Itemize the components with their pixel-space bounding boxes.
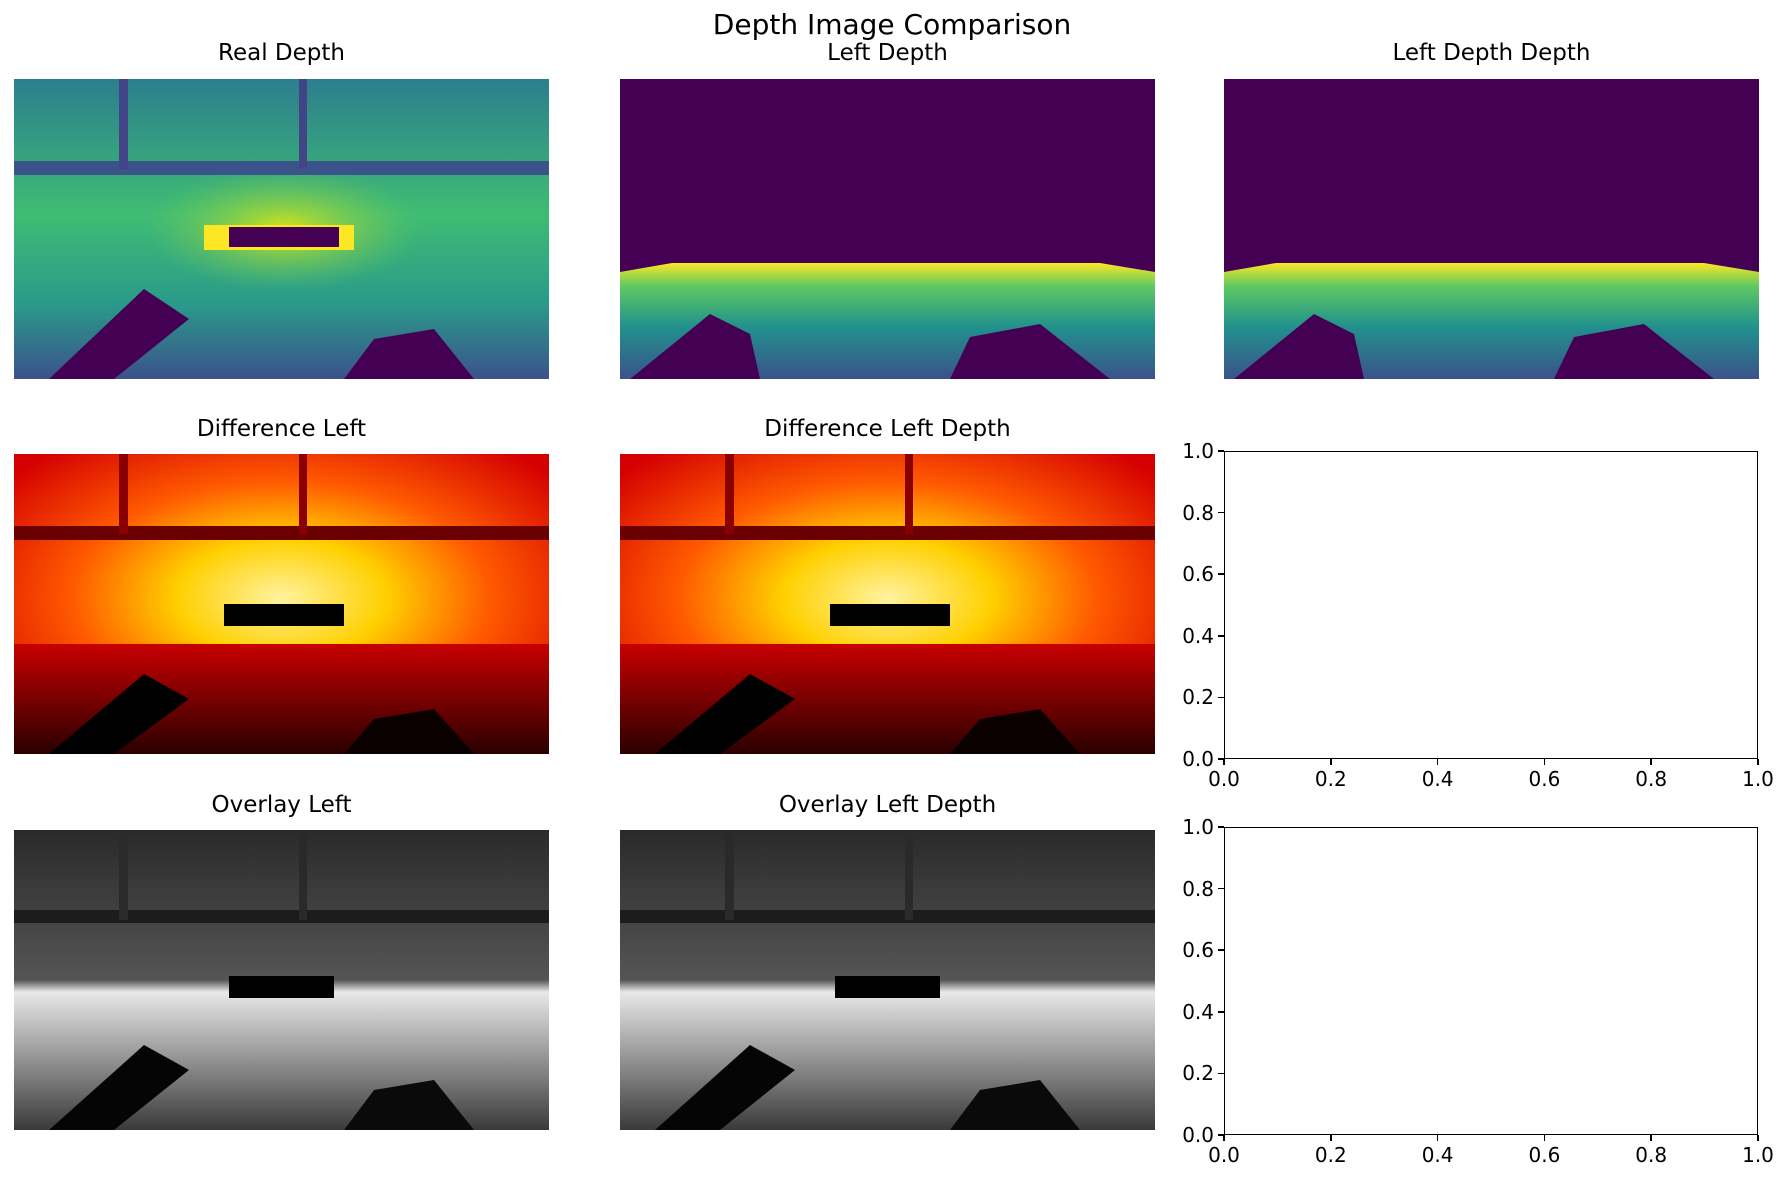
x-tick-label: 0.0 xyxy=(1208,1143,1240,1167)
overlay-left-image xyxy=(14,830,549,1130)
left-depth-depth-image xyxy=(1224,79,1759,379)
y-tick-mark xyxy=(1218,635,1224,637)
panel-title-overlay-left-depth: Overlay Left Depth xyxy=(778,792,997,818)
y-tick-mark xyxy=(1218,573,1224,575)
y-tick-mark xyxy=(1218,1011,1224,1013)
y-tick-mark xyxy=(1218,511,1224,514)
y-tick-mark xyxy=(1218,696,1224,699)
x-tick-mark xyxy=(1543,1135,1546,1141)
x-tick-label: 0.2 xyxy=(1314,767,1347,791)
y-tick-mark xyxy=(1218,450,1224,452)
x-tick-mark xyxy=(1650,1135,1652,1141)
left-depth-image xyxy=(620,79,1155,379)
difference-left-depth-image xyxy=(620,454,1155,754)
x-tick-label: 0.6 xyxy=(1528,767,1561,791)
x-tick-label: 1.0 xyxy=(1742,767,1774,791)
y-tick-label: 0.4 xyxy=(1182,623,1214,648)
x-tick-mark xyxy=(1543,759,1546,765)
y-tick-label: 0.8 xyxy=(1182,876,1214,901)
panel-title-difference-left: Difference Left xyxy=(196,416,367,442)
figure-title: Depth Image Comparison xyxy=(712,8,1072,41)
x-tick-label: 0.8 xyxy=(1635,767,1668,791)
x-tick-mark xyxy=(1330,1135,1332,1141)
x-tick-mark xyxy=(1223,759,1225,765)
empty-axes-1 xyxy=(1224,451,1758,759)
x-tick-mark xyxy=(1650,759,1652,765)
y-tick-label: 1.0 xyxy=(1182,815,1214,839)
y-tick-mark xyxy=(1218,758,1224,760)
panel-title-real-depth: Real Depth xyxy=(218,40,345,66)
empty-axes-2 xyxy=(1224,827,1758,1135)
y-tick-label: 0.6 xyxy=(1182,938,1214,963)
x-tick-mark xyxy=(1223,1135,1225,1141)
y-tick-mark xyxy=(1218,826,1224,828)
y-tick-mark xyxy=(1218,1134,1224,1136)
x-tick-label: 0.4 xyxy=(1421,1143,1454,1167)
panel-title-left-depth-depth: Left Depth Depth xyxy=(1392,40,1591,66)
y-tick-label: 0.0 xyxy=(1182,747,1214,771)
y-tick-label: 0.2 xyxy=(1182,1061,1214,1086)
x-tick-mark xyxy=(1436,759,1439,765)
x-tick-mark xyxy=(1330,759,1332,765)
y-tick-mark xyxy=(1218,949,1224,951)
panel-title-difference-left-depth: Difference Left Depth xyxy=(764,416,1011,442)
x-tick-mark xyxy=(1436,1135,1439,1141)
difference-left-image xyxy=(14,454,549,754)
x-tick-label: 0.8 xyxy=(1635,1143,1668,1167)
y-tick-label: 0.0 xyxy=(1182,1123,1214,1147)
y-tick-label: 0.4 xyxy=(1182,999,1214,1024)
x-tick-mark xyxy=(1757,759,1759,765)
y-tick-label: 0.6 xyxy=(1182,562,1214,587)
x-tick-label: 0.2 xyxy=(1314,1143,1347,1167)
y-tick-mark xyxy=(1218,1072,1224,1075)
y-tick-label: 1.0 xyxy=(1182,439,1214,463)
y-tick-label: 0.2 xyxy=(1182,685,1214,710)
x-tick-mark xyxy=(1757,1135,1759,1141)
x-tick-label: 0.6 xyxy=(1528,1143,1561,1167)
overlay-left-depth-image xyxy=(620,830,1155,1130)
x-tick-label: 0.4 xyxy=(1421,767,1454,791)
y-tick-label: 0.8 xyxy=(1182,500,1214,525)
y-tick-mark xyxy=(1218,887,1224,890)
real-depth-image xyxy=(14,79,549,379)
x-tick-label: 1.0 xyxy=(1742,1143,1774,1167)
x-tick-label: 0.0 xyxy=(1208,767,1240,791)
panel-title-overlay-left: Overlay Left xyxy=(211,792,352,818)
panel-title-left-depth: Left Depth xyxy=(827,40,948,66)
